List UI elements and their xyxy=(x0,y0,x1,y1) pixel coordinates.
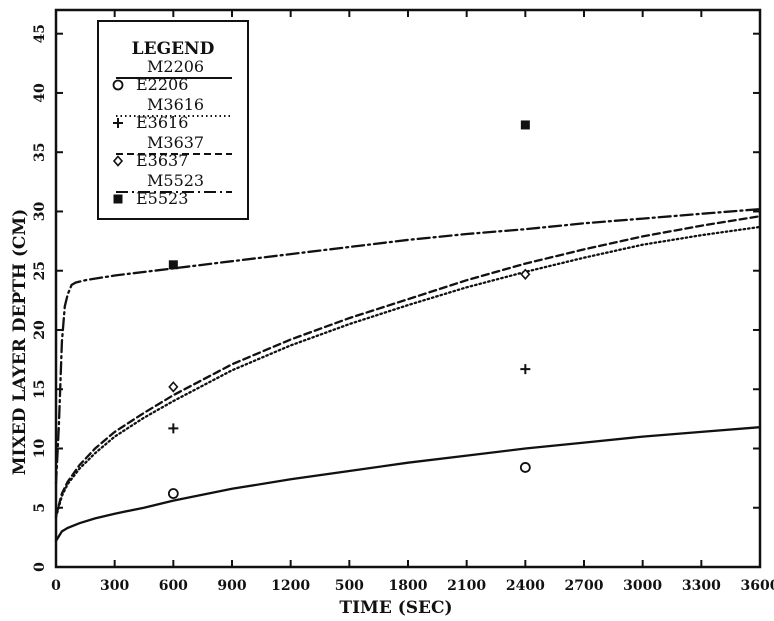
series-line-m3616 xyxy=(54,225,762,519)
legend-label: E3637 xyxy=(136,151,188,170)
x-axis-title: TIME (SEC) xyxy=(339,598,452,618)
legend-title: LEGEND xyxy=(132,39,215,59)
x-tick-label: 3300 xyxy=(682,578,721,594)
legend-label: M3637 xyxy=(147,133,204,152)
legend-box xyxy=(97,20,249,220)
y-tick-label: 25 xyxy=(32,261,48,280)
x-tick-label: 300 xyxy=(100,578,129,594)
data-point-e3637 xyxy=(168,381,179,393)
x-tick-label: 2100 xyxy=(447,578,486,594)
x-tick-label: 3000 xyxy=(623,578,662,594)
legend-label: M2206 xyxy=(147,57,204,76)
data-point-e3637 xyxy=(520,268,531,280)
data-point-e3616 xyxy=(520,364,531,375)
y-tick-label: 0 xyxy=(32,562,48,572)
legend-label: E3616 xyxy=(136,113,188,132)
series-points xyxy=(167,120,531,499)
legend-marker-e2206 xyxy=(112,79,124,91)
legend-marker-e3616 xyxy=(113,118,123,128)
legend-label: E5523 xyxy=(136,189,188,208)
y-tick-label: 40 xyxy=(32,83,48,103)
y-tick-label: 10 xyxy=(32,438,48,458)
series-line-m5523 xyxy=(54,207,762,486)
y-tick-label: 15 xyxy=(32,379,48,398)
x-tick-label: 2700 xyxy=(565,578,604,594)
legend-marker-e5523 xyxy=(113,194,123,204)
legend-marker-e3637 xyxy=(112,155,124,167)
x-tick-label: 0 xyxy=(51,578,61,594)
x-tick-label: 2400 xyxy=(506,578,545,594)
x-tick-label: 900 xyxy=(217,578,246,594)
x-tick-label: 500 xyxy=(335,578,364,594)
data-point-e5523 xyxy=(168,260,178,270)
y-axis-title: MIXED LAYER DEPTH (CM) xyxy=(10,209,30,476)
series-line-m2206 xyxy=(54,426,762,543)
x-tick-label: 1800 xyxy=(389,578,428,594)
data-point-e3616 xyxy=(168,423,179,434)
data-point-e2206 xyxy=(167,488,179,499)
y-tick-label: 45 xyxy=(32,24,48,43)
series-lines xyxy=(54,207,762,543)
legend-label: E2206 xyxy=(136,75,188,94)
x-axis-ticks: 0 300 600 900 1200 500 1800 2100 2400 2700 3000 330… xyxy=(51,10,774,594)
y-tick-label: 5 xyxy=(32,503,48,513)
series-line-m3637 xyxy=(54,215,762,518)
legend: LEGENDM2206E2206M3616E3616M3637E3637M552… xyxy=(97,20,249,220)
y-tick-label: 20 xyxy=(32,320,48,340)
y-axis-ticks: 0 5 10 15 20 25 30 35 40 45 xyxy=(32,24,760,572)
x-tick-label: 600 xyxy=(159,578,188,594)
x-tick-label: 1200 xyxy=(271,578,310,594)
data-point-e5523 xyxy=(520,120,530,130)
legend-label: M3616 xyxy=(147,95,204,114)
data-point-e2206 xyxy=(519,462,531,473)
y-tick-label: 30 xyxy=(32,201,48,221)
y-tick-label: 35 xyxy=(32,142,48,161)
legend-label: M5523 xyxy=(147,171,204,190)
